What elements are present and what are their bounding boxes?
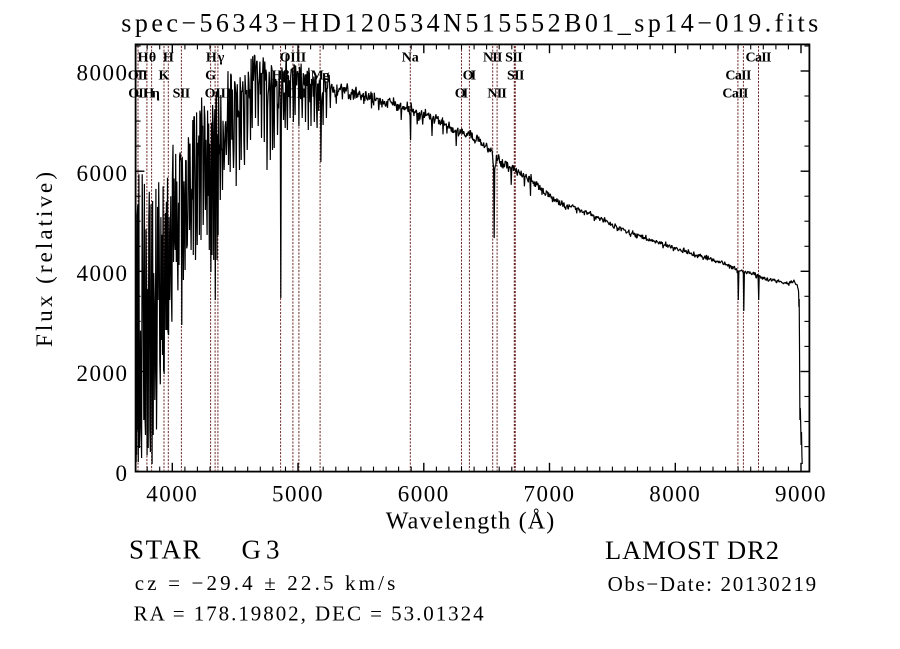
svg-text:OII: OII [128,69,148,84]
svg-text:CaII: CaII [725,69,751,84]
svg-text:4000: 4000 [77,261,129,286]
svg-text:SII: SII [505,51,523,66]
svg-text:CaII: CaII [722,87,748,102]
svg-text:Na: Na [402,51,419,66]
svg-text:K: K [159,69,170,84]
svg-text:Wavelength (Å): Wavelength (Å) [386,509,555,535]
svg-text:CaII: CaII [746,51,772,66]
svg-text:2000: 2000 [77,361,129,386]
svg-text:5000: 5000 [272,481,324,506]
svg-text:spec−56343−HD120534N515552B01_: spec−56343−HD120534N515552B01_sp14−019.f… [121,9,818,38]
svg-text:8000: 8000 [649,481,701,506]
svg-text:OII: OII [128,87,148,102]
svg-text:H: H [163,51,174,66]
svg-text:SII: SII [173,87,191,102]
svg-text:OI: OI [455,87,469,102]
svg-text:NII: NII [483,51,503,66]
svg-text:8000: 8000 [77,61,129,86]
svg-text:OIII: OIII [280,51,307,66]
svg-text:STAR: STAR [129,535,201,565]
svg-text:G3: G3 [242,535,280,565]
svg-text:OI: OI [463,69,477,84]
svg-text:OIII: OIII [205,87,232,102]
svg-text:4000: 4000 [146,481,198,506]
svg-text:Flux (relative): Flux (relative) [32,172,57,347]
svg-text:RA = 178.19802, DEC = 53.0132: RA = 178.19802, DEC = 53.01324 [134,602,485,626]
svg-text:0: 0 [116,461,129,486]
svg-text:LAMOST DR2: LAMOST DR2 [605,535,779,565]
svg-text:Obs−Date: 20130219: Obs−Date: 20130219 [608,572,817,596]
svg-text:Hη: Hη [143,87,160,102]
svg-text:cz = −29.4 ± 22.5 km/s: cz = −29.4 ± 22.5 km/s [135,571,396,595]
svg-text:NII: NII [487,87,507,102]
svg-text:Hγ: Hγ [206,51,225,66]
svg-text:SII: SII [507,69,525,84]
svg-text:7000: 7000 [524,481,576,506]
svg-text:9000: 9000 [775,481,827,506]
svg-text:Hθ: Hθ [138,51,157,66]
svg-text:6000: 6000 [398,481,450,506]
svg-text:G: G [205,69,216,84]
svg-text:6000: 6000 [77,161,129,186]
